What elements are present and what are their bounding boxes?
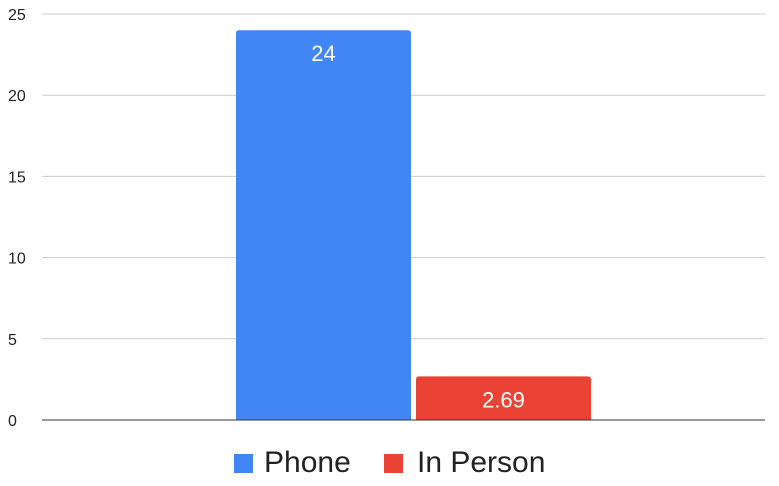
y-tick-label: 15 [8,169,26,186]
y-tick-label: 25 [8,7,26,24]
y-tick-label: 5 [8,332,17,349]
y-tick-label: 0 [8,413,17,430]
legend-swatch-in-person [384,454,403,473]
legend-swatch-phone [234,454,253,473]
legend-label-in-person: In Person [417,446,545,479]
legend: Phone In Person [234,446,545,479]
data-labels: 242.69 [311,41,525,412]
y-tick-label: 10 [8,251,26,268]
bar-phone [236,30,411,421]
bar-in-person [416,376,591,420]
bars [236,30,591,421]
y-axis-ticks: 0 5 10 15 20 25 [8,7,26,430]
legend-label-phone: Phone [264,446,351,479]
data-label-in-person: 2.69 [482,387,525,412]
data-label-phone: 24 [311,41,335,66]
y-tick-label: 20 [8,88,26,105]
